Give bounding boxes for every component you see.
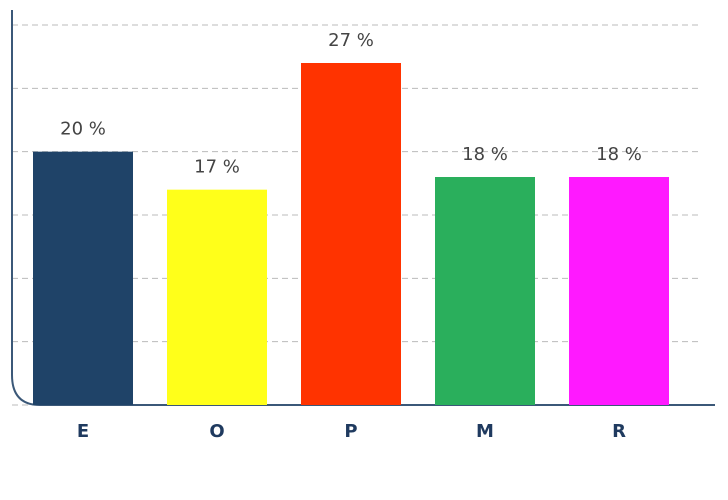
value-label: 18 % xyxy=(596,144,642,165)
value-label: 20 % xyxy=(60,119,106,140)
x-tick-label: M xyxy=(476,421,494,442)
x-tick-label: E xyxy=(77,421,89,442)
bar xyxy=(167,189,267,405)
bar xyxy=(301,63,401,405)
value-label: 17 % xyxy=(194,157,240,178)
x-tick-label: P xyxy=(344,421,357,442)
bar xyxy=(569,177,669,405)
value-label: 27 % xyxy=(328,30,374,51)
value-label: 18 % xyxy=(462,144,508,165)
x-tick-label: R xyxy=(612,421,626,442)
bar xyxy=(435,177,535,405)
x-tick-label: O xyxy=(209,421,224,442)
bar xyxy=(33,151,133,405)
